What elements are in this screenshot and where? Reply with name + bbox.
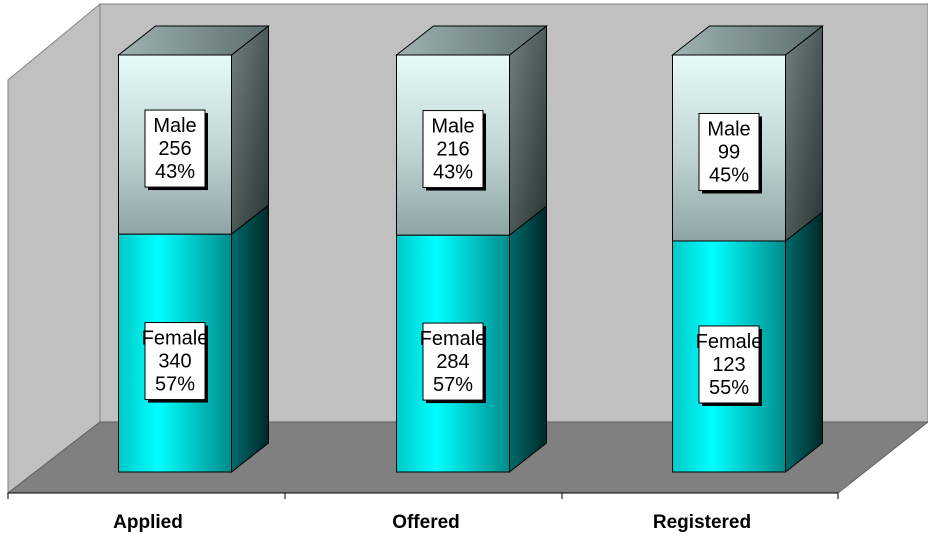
data-label-female-line: 55% [709, 377, 749, 399]
bar-female-side [509, 205, 547, 474]
data-label-male-line: 45% [709, 164, 749, 186]
data-label-male-line: 216 [436, 139, 469, 161]
data-label-male-line: Male [153, 115, 196, 137]
bar-male-side [785, 24, 823, 242]
bar-male-top [117, 25, 270, 56]
data-label-female-line: 340 [158, 351, 191, 373]
data-label-female-line: 57% [433, 374, 473, 396]
bar-male-side [509, 24, 547, 237]
data-label-male-box [698, 112, 760, 191]
data-label-female-line: Female [142, 328, 209, 350]
data-label-female-line: 284 [436, 351, 469, 373]
labels-layer: Male25643%Female34057%AppliedMale21643%F… [113, 109, 763, 533]
bar-female-side [785, 210, 823, 474]
category-label: Registered [653, 512, 751, 533]
data-label-female-line: Female [420, 328, 487, 350]
category-label: Offered [392, 512, 460, 533]
side-wall [7, 2, 101, 495]
bar-female-side [231, 204, 269, 474]
category-label: Applied [113, 512, 183, 533]
bar-male-top [395, 25, 548, 56]
data-label-male-box [422, 110, 484, 189]
data-label-female-line: Female [696, 331, 763, 353]
data-label-female-line: 57% [155, 374, 195, 396]
bar-stack-applied [117, 24, 270, 474]
bar-stack-offered [395, 24, 548, 474]
data-label-male-line: Male [431, 116, 474, 138]
data-label-male-line: Male [707, 118, 750, 140]
data-label-female-box [698, 325, 760, 404]
data-label-male-line: 43% [433, 162, 473, 184]
bar-male-side [231, 24, 269, 236]
data-label-male-line: 256 [158, 138, 191, 160]
data-label-male-line: 99 [718, 141, 740, 163]
data-label-male-line: 43% [155, 161, 195, 183]
data-label-male-box [144, 109, 206, 188]
bar-male-top [671, 25, 824, 56]
data-label-female-line: 123 [712, 354, 745, 376]
data-label-female-box [422, 322, 484, 401]
bar-female-front [396, 234, 510, 473]
data-label-female-box [144, 322, 206, 401]
